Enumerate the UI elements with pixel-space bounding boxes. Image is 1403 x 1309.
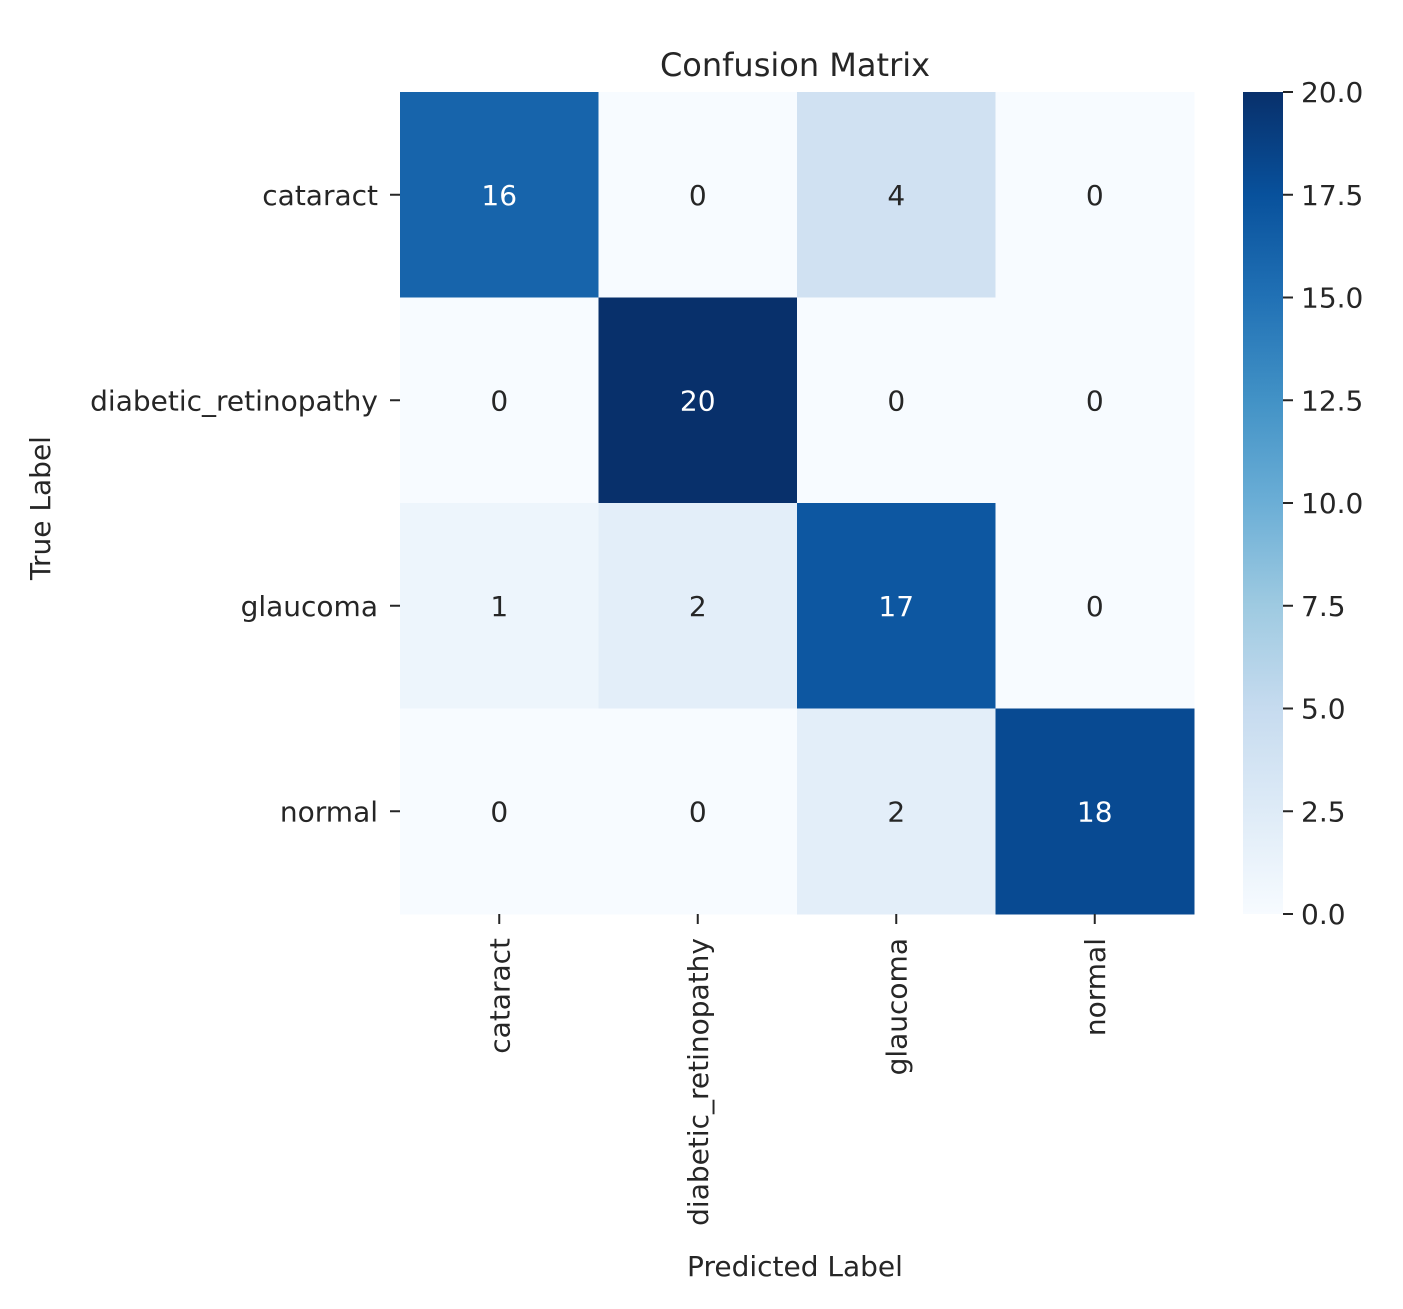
chart-title: Confusion Matrix [660,46,930,84]
x-tick-label-diabetic_retinopathy: diabetic_retinopathy [682,938,715,1226]
heatmap-cell-glaucoma-glaucoma [797,503,996,709]
colorbar-tick-label: 12.5 [1301,384,1363,417]
cell-value-label: 0 [490,384,508,417]
heatmap-cell-diabetic_retinopathy-cataract [400,297,599,504]
heatmap-cell-normal-normal [995,708,1195,915]
heatmap-cells [400,92,1195,915]
cell-value-label: 2 [887,795,905,828]
cell-value-label: 0 [689,795,707,828]
x-axis-title: Predicted Label [687,1250,903,1283]
cell-value-label: 0 [689,179,707,212]
y-tick-label-cataract: cataract [262,179,378,212]
heatmap-cell-cataract-diabetic_retinopathy [598,92,798,298]
y-axis-title: True Label [24,436,57,581]
heatmap-cell-glaucoma-cataract [400,503,599,709]
colorbar-tick-label: 5.0 [1301,693,1346,726]
colorbar [1243,92,1283,914]
heatmap-cell-diabetic_retinopathy-glaucoma [797,297,996,504]
colorbar-tick-label: 2.5 [1301,795,1346,828]
heatmap-cell-glaucoma-diabetic_retinopathy [598,503,798,709]
heatmap-cell-cataract-cataract [400,92,599,298]
cell-value-label: 17 [878,590,914,623]
x-tick-label-glaucoma: glaucoma [880,938,913,1075]
y-tick-label-diabetic_retinopathy: diabetic_retinopathy [90,384,378,417]
heatmap-cell-diabetic_retinopathy-diabetic_retinopathy [598,297,798,504]
heatmap-cell-normal-glaucoma [797,708,996,915]
y-tick-label-normal: normal [280,795,378,828]
colorbar-tick-label: 10.0 [1301,487,1363,520]
colorbar-tick-label: 7.5 [1301,590,1346,623]
colorbar-tick-label: 0.0 [1301,898,1346,931]
x-tick-label-normal: normal [1079,938,1112,1036]
heatmap-cell-glaucoma-normal [995,503,1195,709]
cell-value-label: 0 [887,384,905,417]
cell-value-label: 4 [887,179,905,212]
y-tick-label-glaucoma: glaucoma [241,590,378,623]
heatmap-cell-labels: 16 0 4 0 0 20 0 0 1 2 17 0 0 0 2 18 [481,179,1112,829]
cell-value-label: 20 [680,384,716,417]
colorbar-axis: 0.0 2.5 5.0 7.5 10.0 12.5 15.0 17.5 20.0 [1283,76,1363,931]
y-axis: cataract diabetic_retinopathy glaucoma norm… [90,179,400,828]
cell-value-label: 18 [1077,795,1113,828]
cell-value-label: 2 [689,590,707,623]
cell-value-label: 0 [1086,384,1104,417]
x-tick-label-cataract: cataract [483,938,516,1054]
colorbar-tick-label: 15.0 [1301,282,1363,315]
colorbar-tick-label: 20.0 [1301,76,1363,109]
colorbar-tick-label: 17.5 [1301,179,1363,212]
heatmap-cell-cataract-normal [995,92,1195,298]
cell-value-label: 0 [1086,590,1104,623]
cell-value-label: 0 [1086,179,1104,212]
cell-value-label: 16 [481,179,517,212]
cell-value-label: 1 [490,590,508,623]
heatmap-cell-normal-cataract [400,708,599,915]
heatmap-cell-normal-diabetic_retinopathy [598,708,798,915]
heatmap-cell-diabetic_retinopathy-normal [995,297,1195,504]
heatmap-cell-cataract-glaucoma [797,92,996,298]
x-axis: cataract diabetic_retinopathy glaucoma norm… [483,914,1112,1226]
cell-value-label: 0 [490,795,508,828]
